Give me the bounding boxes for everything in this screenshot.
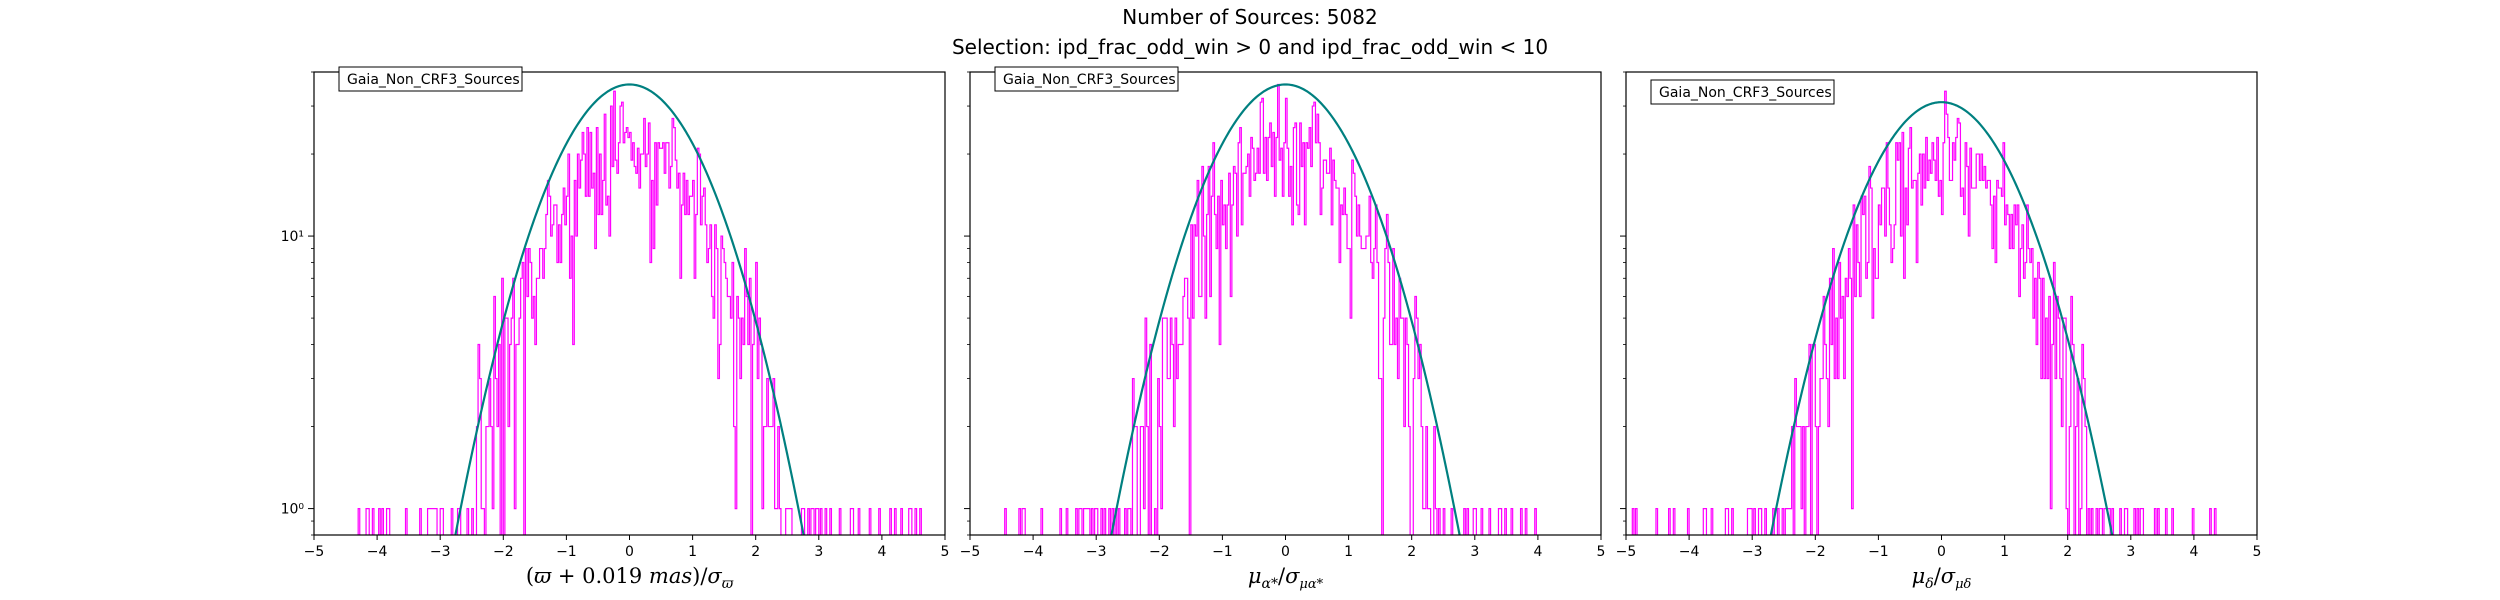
x-axis-label-part: mas xyxy=(649,564,692,588)
x-axis-label-part: μ xyxy=(1912,564,1926,588)
x-tick-label: 1 xyxy=(2000,544,2009,560)
x-axis-label-part: σ xyxy=(707,564,722,588)
x-tick-label: 5 xyxy=(941,544,950,560)
gaussian-fit-curve xyxy=(1110,83,1461,535)
x-axis-label-part: α* xyxy=(1262,576,1278,592)
plot-area xyxy=(1004,83,1537,535)
x-tick-label: 3 xyxy=(1470,544,1479,560)
x-tick-label: 2 xyxy=(2063,544,2072,560)
x-tick-label: −2 xyxy=(493,544,514,560)
x-axis-label-part: + 0.019 xyxy=(558,564,649,588)
x-axis-label-part: )/ xyxy=(692,564,708,588)
x-axis-label-part: ( xyxy=(526,564,534,588)
histogram-panel-pmra: −5 −4 −3 −2 −1 0 1 2 3 4 5 Gaia_Non_CRF3_Sources μα*… xyxy=(960,66,1606,592)
x-tick-label: −3 xyxy=(1086,544,1107,560)
x-tick-label: −2 xyxy=(1149,544,1170,560)
x-tick-label: −2 xyxy=(1805,544,1826,560)
x-tick-label: −1 xyxy=(1212,544,1233,560)
x-axis-label-part: / xyxy=(1934,564,1942,588)
x-axis-label-part: μα* xyxy=(1299,577,1323,592)
histogram-panel-pmdec: −5 −4 −3 −2 −1 0 1 2 3 4 5Gaia_Non_CRF3_Sourcesμδ/… xyxy=(1616,71,2262,592)
figure-title-line-1: Number of Sources: 5082 xyxy=(1122,5,1377,29)
x-tick-label: 1 xyxy=(1344,544,1353,560)
legend-box xyxy=(994,66,1179,92)
x-axis-label-part: μδ xyxy=(1955,577,1971,592)
x-tick-label: 0 xyxy=(1281,544,1290,560)
x-tick-label: 1 xyxy=(688,544,697,560)
x-tick-label: 0 xyxy=(625,544,634,560)
legend-box xyxy=(338,66,523,92)
x-axis-label: μα*/σμα* xyxy=(1248,564,1324,592)
x-axis-label-part: σ xyxy=(1285,564,1300,588)
plot-area xyxy=(1631,90,2217,535)
histogram-series xyxy=(1004,83,1537,535)
gaussian-fit-curve xyxy=(1769,101,2114,535)
x-tick-label: −4 xyxy=(367,544,388,560)
histogram-series xyxy=(1631,90,2217,535)
x-tick-label: 5 xyxy=(1597,544,1606,560)
legend-label: Gaia_Non_CRF3_Sources xyxy=(347,72,520,88)
x-axis-label-part: μ xyxy=(1248,564,1262,588)
x-tick-label: −4 xyxy=(1679,544,1700,560)
x-tick-label: 0 xyxy=(1937,544,1946,560)
x-tick-label: 4 xyxy=(2189,544,2198,560)
x-tick-label: −5 xyxy=(960,544,981,560)
x-tick-label: 2 xyxy=(1407,544,1416,560)
x-tick-label: −1 xyxy=(556,544,577,560)
x-axis-label: μδ/σμδ xyxy=(1912,564,1972,592)
legend-box xyxy=(1650,79,1835,105)
x-axis-label-part: ϖ xyxy=(534,564,558,588)
histogram-panel-parallax: −5 −4 −3 −2 −1 0 1 2 3 4 5 10⁰ 10¹ Gaia_Non_CRF3_Sour… xyxy=(281,66,950,592)
x-tick-label: −3 xyxy=(1742,544,1763,560)
y-tick-label: 10⁰ xyxy=(281,502,305,518)
x-axis-label-part: / xyxy=(1278,564,1286,588)
x-tick-label: 5 xyxy=(2253,544,2262,560)
plot-area xyxy=(357,83,922,535)
gaussian-fit-curve xyxy=(454,83,805,535)
histogram-series xyxy=(357,90,922,535)
x-tick-label: −5 xyxy=(1616,544,1637,560)
legend-label: Gaia_Non_CRF3_Sources xyxy=(1659,85,1832,101)
x-tick-label: 3 xyxy=(2126,544,2135,560)
x-tick-label: −3 xyxy=(430,544,451,560)
x-axis-label-part: ϖ xyxy=(722,576,734,592)
x-tick-label: −5 xyxy=(304,544,325,560)
x-axis-label-part: δ xyxy=(1925,576,1933,592)
legend-label: Gaia_Non_CRF3_Sources xyxy=(1003,72,1176,88)
x-tick-label: 4 xyxy=(877,544,886,560)
y-tick-label: 10¹ xyxy=(281,229,304,245)
x-tick-label: −4 xyxy=(1023,544,1044,560)
x-tick-label: −1 xyxy=(1868,544,1889,560)
x-tick-label: 3 xyxy=(814,544,823,560)
x-axis-label: (ϖ + 0.019 mas)/σϖ xyxy=(526,564,734,592)
x-tick-label: 4 xyxy=(1533,544,1542,560)
x-tick-label: 2 xyxy=(751,544,760,560)
x-axis-label-part: σ xyxy=(1941,564,1956,588)
figure-title-line-2: Selection: ipd_frac_odd_win > 0 and ipd_… xyxy=(952,35,1548,59)
